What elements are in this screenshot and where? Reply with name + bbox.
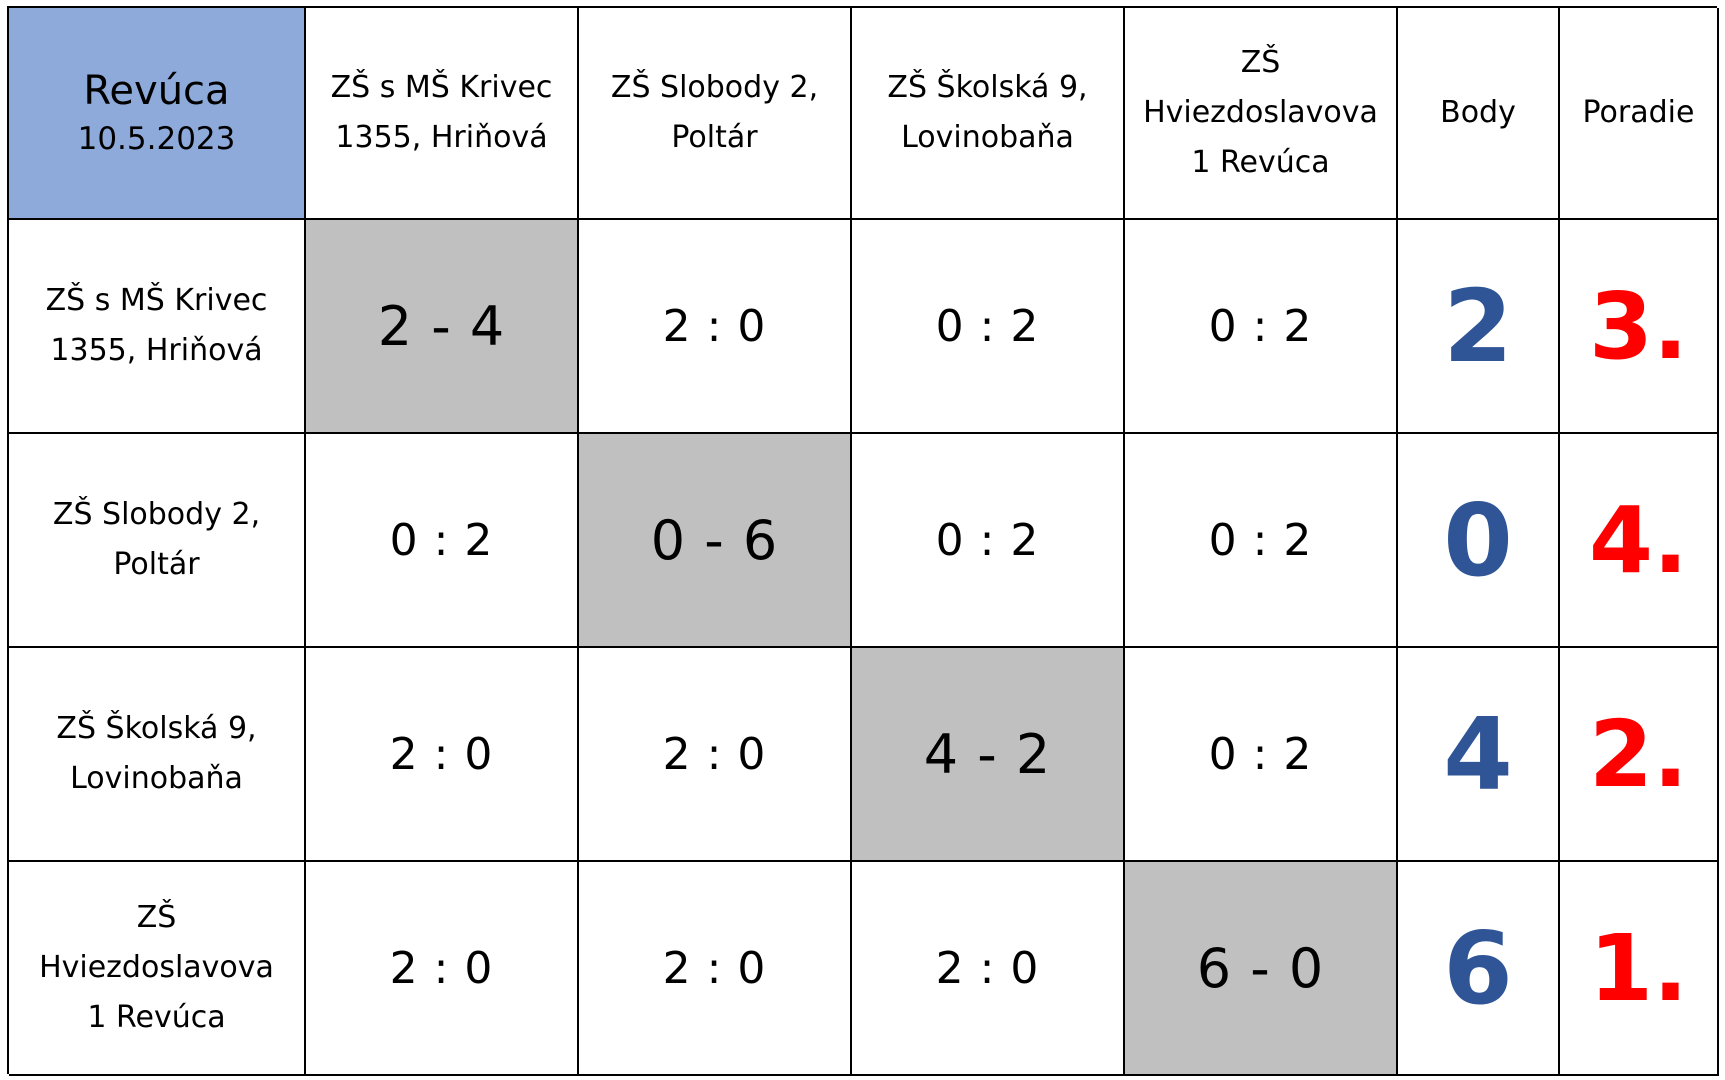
header-line: 1355, Hriňová (335, 120, 548, 155)
score-cell: 0 : 2 (306, 434, 579, 648)
score-cell: 2 : 0 (579, 862, 852, 1076)
score-cell: 2 : 0 (852, 862, 1125, 1076)
header-line: Body (1440, 95, 1516, 130)
score-cell: 0 : 2 (852, 434, 1125, 648)
score-cell: 0 : 2 (1125, 434, 1398, 648)
results-table: Revúca 10.5.2023 ZŠ s MŠ Krivec 1355, Hr… (7, 6, 1719, 1076)
header-line: ZŠ Slobody 2, (610, 70, 819, 105)
header-line: Lovinobaňa (901, 120, 1074, 155)
column-header-team2: ZŠ Slobody 2, Poltár (579, 8, 852, 220)
rank-cell: 3. (1560, 220, 1719, 434)
header-line: Poltár (671, 120, 758, 155)
city-label: Revúca (83, 68, 230, 114)
score-cell: 0 : 2 (1125, 648, 1398, 862)
header-line: ZŠ s MŠ Krivec (330, 70, 553, 105)
score-cell: 2 : 0 (579, 220, 852, 434)
row-header-line: ZŠ Hviezdoslavova (39, 900, 274, 985)
rank-cell: 1. (1560, 862, 1719, 1076)
header-line: ZŠ Školská 9, (887, 70, 1088, 105)
column-header-points: Body (1398, 8, 1560, 220)
row-header-line: ZŠ s MŠ Krivec (45, 283, 268, 318)
points-cell: 4 (1398, 648, 1560, 862)
column-header-team3: ZŠ Školská 9, Lovinobaňa (852, 8, 1125, 220)
row-header-line: Poltár (113, 547, 200, 582)
points-cell: 6 (1398, 862, 1560, 1076)
column-header-team4: ZŠ Hviezdoslavova 1 Revúca (1125, 8, 1398, 220)
points-cell: 0 (1398, 434, 1560, 648)
diagonal-score-cell: 2 - 4 (306, 220, 579, 434)
row-header-team1: ZŠ s MŠ Krivec 1355, Hriňová (9, 220, 306, 434)
header-line: Poradie (1582, 95, 1695, 130)
column-header-team1: ZŠ s MŠ Krivec 1355, Hriňová (306, 8, 579, 220)
column-header-rank: Poradie (1560, 8, 1719, 220)
row-header-line: Lovinobaňa (70, 761, 243, 796)
header-line: 1 Revúca (1191, 145, 1330, 180)
score-cell: 2 : 0 (306, 862, 579, 1076)
row-header-team2: ZŠ Slobody 2, Poltár (9, 434, 306, 648)
date-label: 10.5.2023 (77, 121, 236, 157)
row-header-line: ZŠ Slobody 2, (52, 497, 261, 532)
score-cell: 0 : 2 (852, 220, 1125, 434)
header-line: ZŠ (1240, 45, 1281, 80)
score-cell: 0 : 2 (1125, 220, 1398, 434)
diagonal-score-cell: 6 - 0 (1125, 862, 1398, 1076)
score-cell: 2 : 0 (579, 648, 852, 862)
row-header-line: 1 Revúca (87, 1000, 226, 1035)
rank-cell: 4. (1560, 434, 1719, 648)
header-line: Hviezdoslavova (1143, 95, 1378, 130)
row-header-team3: ZŠ Školská 9, Lovinobaňa (9, 648, 306, 862)
diagonal-score-cell: 4 - 2 (852, 648, 1125, 862)
points-cell: 2 (1398, 220, 1560, 434)
diagonal-score-cell: 0 - 6 (579, 434, 852, 648)
score-cell: 2 : 0 (306, 648, 579, 862)
row-header-line: 1355, Hriňová (50, 333, 263, 368)
row-header-team4: ZŠ Hviezdoslavova 1 Revúca (9, 862, 306, 1076)
row-header-line: ZŠ Školská 9, (56, 711, 257, 746)
rank-cell: 2. (1560, 648, 1719, 862)
corner-cell: Revúca 10.5.2023 (9, 8, 306, 220)
